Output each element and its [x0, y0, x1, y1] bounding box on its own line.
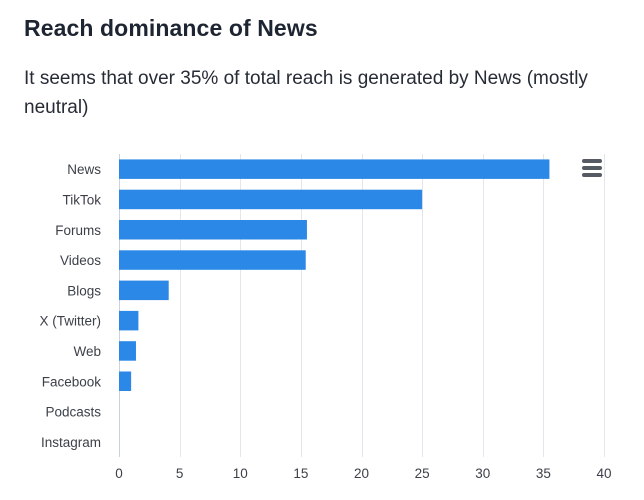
chart-title: Reach dominance of News: [24, 15, 318, 41]
bar[interactable]: [119, 341, 136, 361]
hamburger-menu-icon[interactable]: [578, 155, 606, 181]
x-tick-label: 15: [293, 466, 308, 481]
category-label: Web: [73, 344, 101, 359]
bar[interactable]: [119, 250, 306, 270]
category-label: Blogs: [67, 283, 101, 298]
chart-subtitle: It seems that over 35% of total reach is…: [24, 68, 588, 118]
bar[interactable]: [119, 280, 169, 301]
x-tick-label: 35: [536, 466, 551, 481]
bar[interactable]: [119, 371, 132, 392]
x-axis-ticks: 0 5 10 15 20 25 30 35 40: [115, 466, 611, 481]
bar[interactable]: [119, 220, 307, 240]
x-tick-label: 30: [475, 466, 490, 481]
category-label: X (Twitter): [39, 314, 101, 329]
category-label: Videos: [60, 253, 101, 268]
x-tick-label: 20: [354, 466, 369, 481]
x-tick-label: 5: [176, 466, 184, 481]
bars: [119, 159, 550, 392]
category-label: News: [67, 162, 101, 177]
bar[interactable]: [119, 310, 139, 331]
bar[interactable]: [119, 159, 550, 179]
category-label: Facebook: [42, 374, 102, 389]
x-tick-label: 40: [596, 466, 611, 481]
category-labels: News TikTok Forums Videos Blogs X (Twitter) We…: [39, 162, 101, 450]
category-label: Instagram: [41, 435, 101, 450]
x-tick-label: 10: [233, 466, 248, 481]
category-label: Forums: [55, 223, 101, 238]
category-label: Podcasts: [45, 405, 101, 420]
x-tick-label: 0: [115, 466, 123, 481]
bar[interactable]: [119, 189, 423, 210]
category-label: TikTok: [62, 192, 101, 207]
x-tick-label: 25: [415, 466, 430, 481]
